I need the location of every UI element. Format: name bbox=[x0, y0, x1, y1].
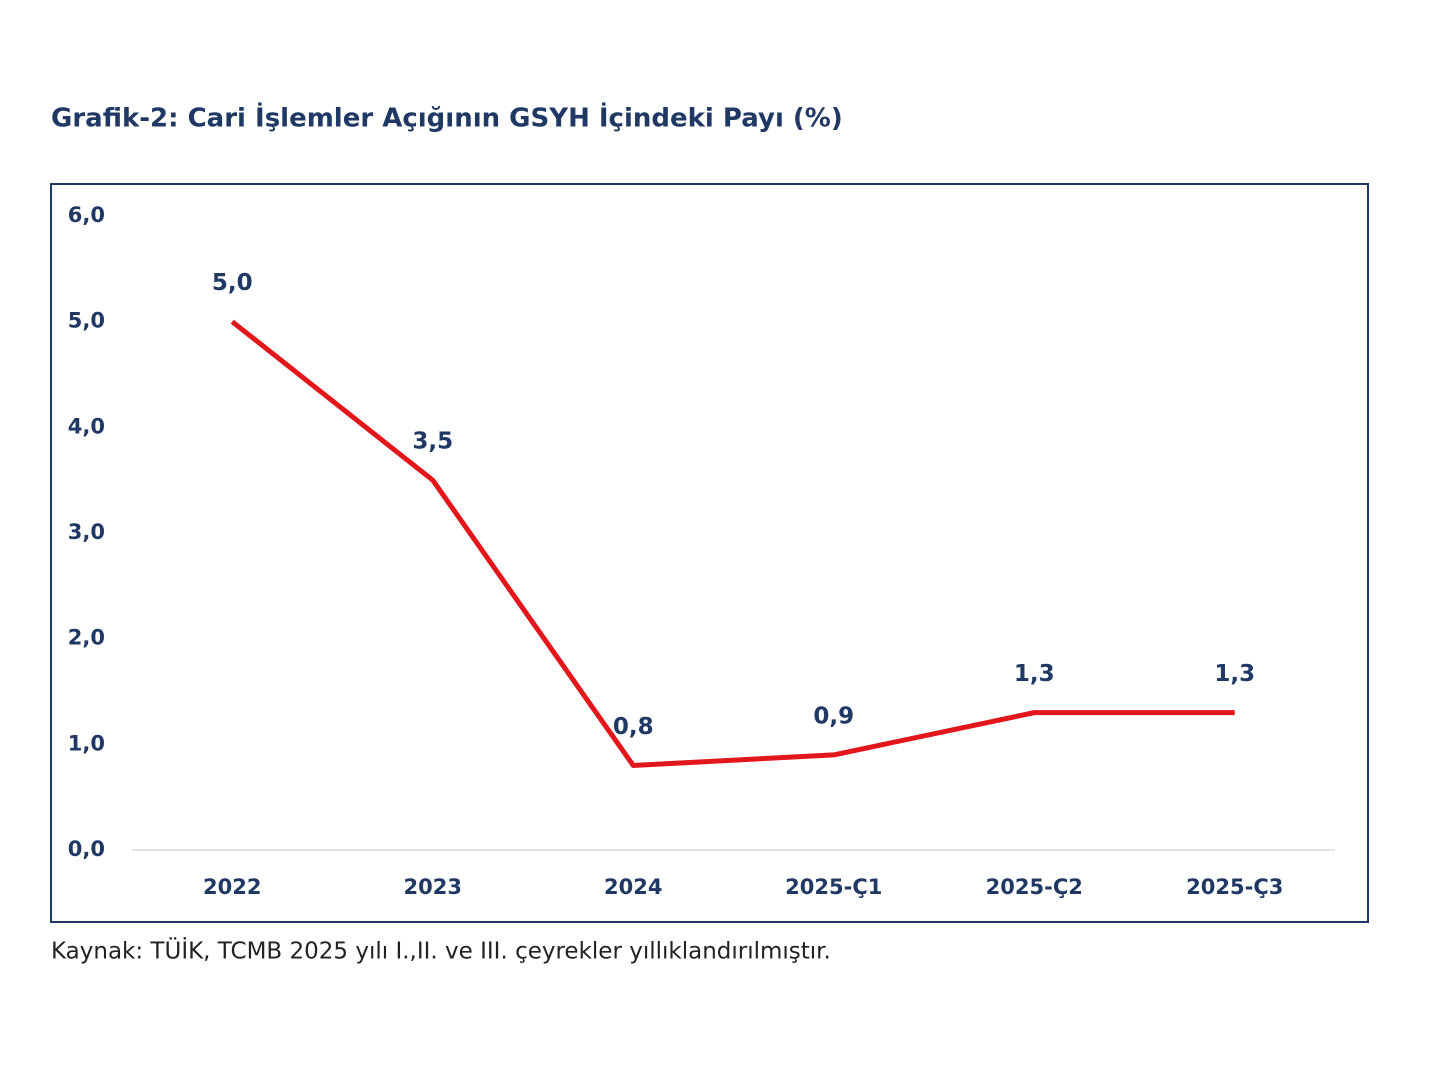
data-label: 1,3 bbox=[1014, 661, 1055, 687]
chart-title: Grafik-2: Cari İşlemler Açığının GSYH İç… bbox=[51, 102, 843, 134]
y-tick-label: 2,0 bbox=[68, 626, 105, 650]
y-tick-label: 0,0 bbox=[68, 837, 105, 861]
source-note: Kaynak: TÜİK, TCMB 2025 yılı I.,II. ve I… bbox=[51, 937, 831, 965]
y-tick-label: 5,0 bbox=[68, 309, 105, 333]
data-line bbox=[230, 319, 1235, 768]
y-tick-label: 3,0 bbox=[68, 520, 105, 544]
data-label: 0,9 bbox=[813, 703, 854, 729]
chart-frame bbox=[50, 183, 1369, 923]
y-tick-label: 4,0 bbox=[68, 414, 105, 438]
x-tick-label: 2024 bbox=[604, 875, 662, 899]
x-tick-label: 2022 bbox=[203, 875, 261, 899]
data-label: 5,0 bbox=[212, 270, 253, 296]
data-label: 0,8 bbox=[613, 714, 654, 740]
y-tick-label: 1,0 bbox=[68, 731, 105, 755]
data-label: 1,3 bbox=[1214, 661, 1255, 687]
y-tick-label: 6,0 bbox=[68, 203, 105, 227]
x-tick-label: 2025-Ç1 bbox=[785, 875, 882, 899]
x-tick-label: 2023 bbox=[404, 875, 462, 899]
data-label: 3,5 bbox=[412, 429, 453, 455]
x-tick-label: 2025-Ç3 bbox=[1186, 875, 1283, 899]
x-tick-label: 2025-Ç2 bbox=[986, 875, 1083, 899]
